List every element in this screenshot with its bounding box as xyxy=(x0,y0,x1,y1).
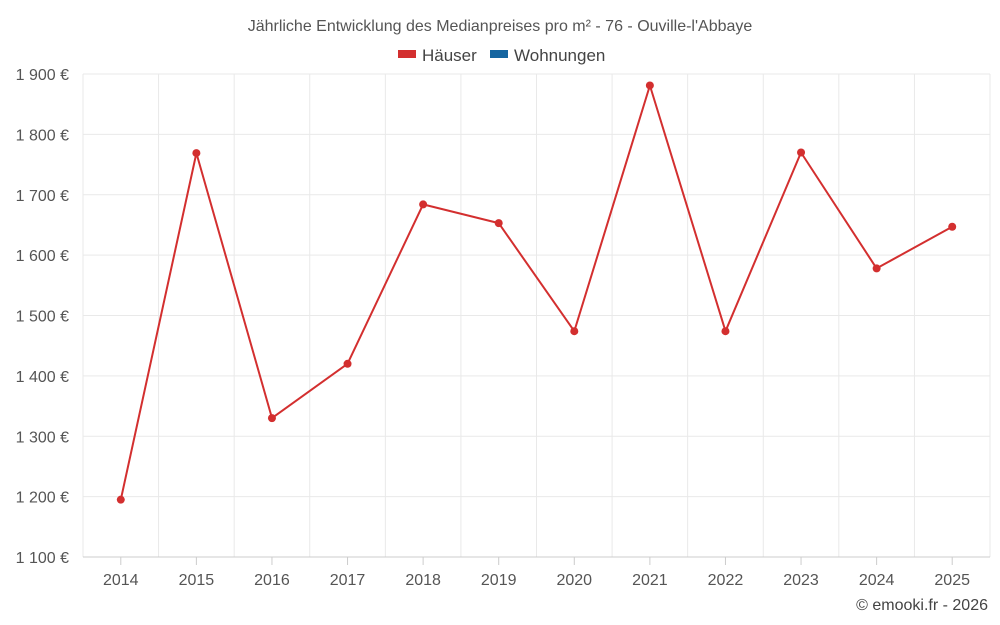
chart-title: Jährliche Entwicklung des Medianpreises … xyxy=(248,18,753,35)
y-tick-label: 1 800 € xyxy=(16,127,69,144)
legend-swatch xyxy=(490,50,508,58)
x-axis: 2014 2015 2016 2017 2018 2019 2020 2021 2022 2023… xyxy=(83,556,990,589)
x-tick-label: 2021 xyxy=(632,572,668,589)
legend-swatch xyxy=(398,50,416,58)
data-point[interactable] xyxy=(192,149,201,158)
x-tick-label: 2025 xyxy=(934,572,970,589)
data-point[interactable] xyxy=(797,148,806,157)
y-tick-label: 1 500 € xyxy=(16,309,69,326)
x-tick-label: 2022 xyxy=(708,572,744,589)
data-point[interactable] xyxy=(267,414,276,423)
grid xyxy=(82,73,991,557)
data-point[interactable] xyxy=(570,327,579,336)
credit-text: © emooki.fr - 2026 xyxy=(856,597,988,614)
y-tick-label: 1 100 € xyxy=(16,550,69,567)
y-tick-label: 1 700 € xyxy=(16,188,69,205)
y-axis: 1 100 € 1 200 € 1 300 € 1 400 € 1 500 € 1 600… xyxy=(16,67,69,567)
data-point[interactable] xyxy=(872,264,881,273)
y-tick-label: 1 400 € xyxy=(16,369,69,386)
data-point[interactable] xyxy=(419,200,428,209)
data-point[interactable] xyxy=(645,81,654,90)
legend: Häuser Wohnungen xyxy=(398,46,605,65)
x-tick-label: 2015 xyxy=(179,572,215,589)
data-point[interactable] xyxy=(343,359,352,368)
y-tick-label: 1 300 € xyxy=(16,429,69,446)
x-tick-label: 2014 xyxy=(103,572,139,589)
x-tick-label: 2018 xyxy=(405,572,441,589)
data-point[interactable] xyxy=(494,219,503,228)
x-tick-label: 2016 xyxy=(254,572,290,589)
x-tick-label: 2024 xyxy=(859,572,895,589)
legend-label: Wohnungen xyxy=(514,46,605,65)
data-point[interactable] xyxy=(721,327,730,336)
x-tick-label: 2017 xyxy=(330,572,366,589)
y-tick-label: 1 600 € xyxy=(16,248,69,265)
y-tick-label: 1 200 € xyxy=(16,490,69,507)
legend-item[interactable]: Häuser xyxy=(398,46,477,65)
x-tick-label: 2020 xyxy=(556,572,592,589)
legend-item[interactable]: Wohnungen xyxy=(490,46,605,65)
data-point[interactable] xyxy=(948,222,957,231)
plot-area xyxy=(116,81,957,504)
legend-label: Häuser xyxy=(422,46,477,65)
x-tick-label: 2019 xyxy=(481,572,517,589)
series-line xyxy=(119,84,953,500)
data-point[interactable] xyxy=(116,495,125,504)
y-tick-label: 1 900 € xyxy=(16,67,69,84)
x-tick-label: 2023 xyxy=(783,572,819,589)
